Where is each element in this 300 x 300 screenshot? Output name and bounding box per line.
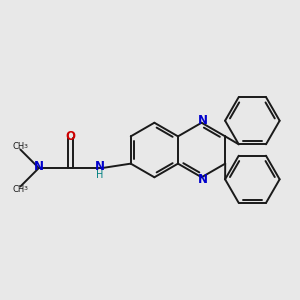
Text: CH: CH: [13, 142, 25, 152]
Text: O: O: [65, 130, 76, 143]
Text: N: N: [94, 160, 104, 173]
Text: 3: 3: [23, 186, 27, 191]
Text: 3: 3: [23, 144, 27, 149]
Text: CH: CH: [13, 184, 25, 194]
Text: H: H: [96, 169, 104, 180]
Text: N: N: [198, 172, 208, 185]
Text: N: N: [198, 115, 208, 128]
Text: N: N: [34, 160, 44, 173]
